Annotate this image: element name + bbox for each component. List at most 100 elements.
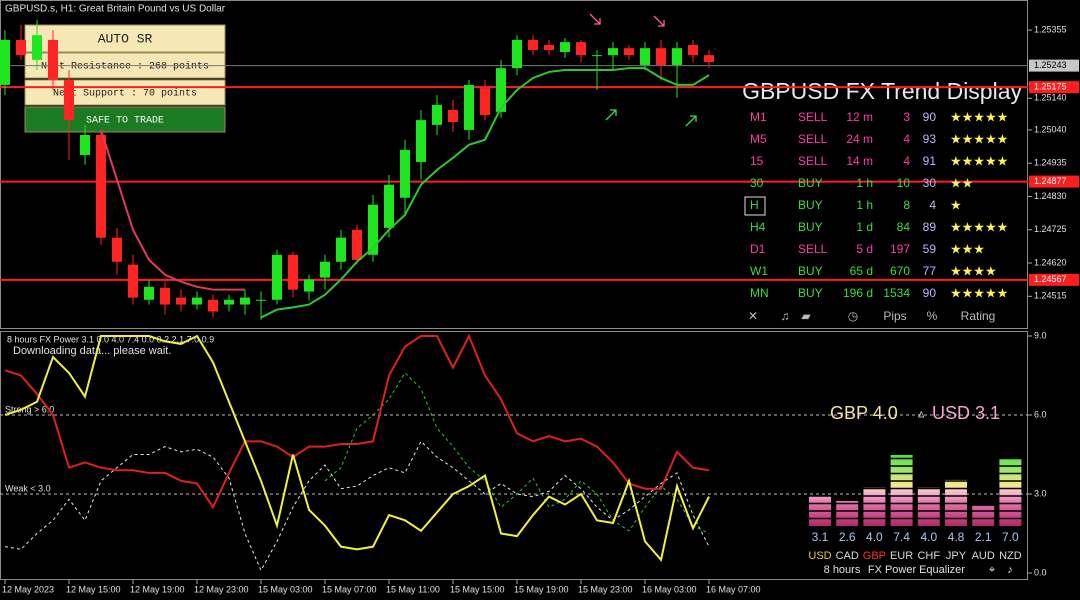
sr-support-box [24,79,226,106]
trend-cell: H [750,198,759,212]
x-tick-label: 15 May 19:00 [514,584,569,594]
y-tick-label: 6.0 [1034,409,1047,419]
candle-body [672,48,682,65]
x-tick-label: 15 May 03:00 [258,584,313,594]
y-tick-label: 1.24725 [1034,224,1067,234]
candle-body [16,39,26,56]
trend-cell: M1 [750,110,767,124]
sr-level-label: 1.25175 [1034,82,1067,92]
power-line [4,334,710,562]
candle-body [288,254,298,290]
value-label: 4.0 [920,530,937,544]
trend-cell: SELL [798,242,828,256]
trend-cell: ★★★★★ [950,219,1008,234]
candle-body [80,135,90,155]
equalizer-bar [972,505,995,526]
trend-cell: 10 [897,176,911,190]
trend-cell: 4 [903,132,910,146]
chart-title: GBPUSD.s, H1: Great Britain Pound vs US … [5,4,226,15]
x-tick-label: 12 May 19:00 [130,584,185,594]
trend-cell: 89 [923,220,937,234]
x-tick-label: 16 May 03:00 [642,584,697,594]
candle-body [160,287,170,305]
trend-cell: 90 [923,286,937,300]
currency-label: GBP [863,550,886,562]
trend-footer: ♫ [781,309,790,323]
power-note: Downloading data... please wait. [13,345,171,357]
equalizer-bar [890,454,913,526]
trend-cell: W1 [750,264,768,278]
sr-support: Next Support : 70 points [53,88,197,100]
sr-title-box [24,24,226,53]
trend-cell: MN [750,286,769,300]
candle-body [464,84,474,130]
trend-cell: SELL [798,154,828,168]
sr-level-box [1029,273,1079,286]
candle-body [688,45,698,56]
y-tick-label: 1.24935 [1034,158,1067,168]
auto-sr-panel: AUTO SR Next Resistance : 268 points Nex… [24,24,226,133]
y-tick-label: 1.25355 [1034,24,1067,34]
x-tick-label: 15 May 07:00 [322,584,377,594]
y-tick-label: 1.25040 [1034,124,1067,134]
currency-label: USD [808,550,831,562]
candle-body [480,88,490,116]
y-tick-label: 1.24830 [1034,191,1067,201]
trend-cell: 84 [897,220,911,234]
trend-cell: 30 [923,176,937,190]
power-line [4,440,710,572]
equalizer-bar [999,458,1022,526]
trend-line [100,129,245,291]
x-tick-label: 12 May 15:00 [66,584,121,594]
candle-body [528,39,538,51]
trend-cell: SELL [798,132,828,146]
candle-body [144,286,154,300]
y-tick-label: 1.24515 [1034,291,1067,301]
trend-cell: ★★★★★ [950,153,1008,168]
candle-body [608,48,618,56]
trend-cell: BUY [798,176,823,190]
x-tick-label: 12 May 2023 [2,584,54,594]
candle-body [64,79,74,121]
candle-body [320,261,330,278]
currency-label: EUR [890,550,913,562]
candle-body [128,264,138,298]
trend-cell: 15 [750,154,764,168]
currency-label: JPY [946,550,967,562]
trend-cell: 197 [890,242,910,256]
trend-cell: 3 [903,110,910,124]
trend-cell: ★★★★ [950,263,997,278]
candle-body [48,39,58,80]
value-label: 3.1 [812,530,829,544]
y-tick-label: 3.0 [1034,488,1047,498]
trend-cell: 12 m [846,110,873,124]
trend-cell: 24 m [846,132,873,146]
y-tick-label: 9.0 [1034,330,1047,340]
candle-body [32,35,42,60]
trend-cell: H4 [750,220,766,234]
candle-body [592,55,602,57]
trend-cell: BUY [798,286,823,300]
trend-cell: 196 d [843,286,873,300]
value-label: 4.8 [948,530,965,544]
equalizer-footer: Equalizer [919,564,965,576]
candle-body [448,109,458,123]
value-label: 2.6 [839,530,856,544]
trend-cell: 30 [750,176,764,190]
currency-label: AUD [972,550,995,562]
candle-body [224,299,234,305]
trend-footer: Pips [883,309,906,323]
value-label: 4.0 [866,530,883,544]
trend-cell: 65 d [850,264,873,278]
candle-body [640,48,650,65]
trend-cell: 8 [903,198,910,212]
threshold-label: Strong > 6.0 [5,404,54,414]
trend-cell: 1 h [856,176,873,190]
trend-cell: ★★★★★ [950,131,1008,146]
trend-cell: 1534 [883,286,910,300]
trend-footer: ◷ [848,309,858,323]
equalizer-bar [863,487,886,526]
trend-cell: SELL [798,110,828,124]
sr-level-box [1029,81,1079,94]
